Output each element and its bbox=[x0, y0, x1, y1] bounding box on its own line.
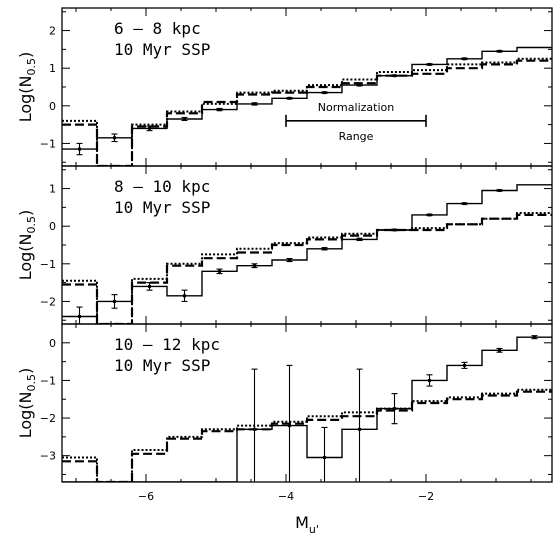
data-point bbox=[78, 314, 81, 318]
data-point bbox=[148, 126, 151, 130]
data-point bbox=[323, 247, 326, 251]
y-tick-label: 1 bbox=[49, 62, 56, 75]
y-tick-label: 0 bbox=[49, 220, 56, 233]
series-dashed bbox=[62, 213, 552, 324]
y-label-main: Log(N bbox=[16, 233, 35, 280]
data-point bbox=[358, 237, 361, 241]
data-point bbox=[183, 294, 186, 298]
panel-bottom: −3 −2 −1 0 10 – 12 kpc 10 Myr SSP Log(N0.5) −6 −… bbox=[16, 323, 553, 536]
y-label-close: ) bbox=[16, 210, 35, 216]
x-label-main: M bbox=[295, 513, 309, 532]
series-solid bbox=[62, 336, 552, 482]
panel-top: −1 0 1 2 6 – 8 kpc 10 Myr SSP Log(N0.5) Normali… bbox=[16, 7, 553, 167]
data-point bbox=[253, 264, 256, 268]
y-label-sub: 0.5 bbox=[25, 374, 38, 392]
y-tick-label: −2 bbox=[40, 295, 56, 308]
data-point bbox=[428, 378, 431, 382]
panel-label: 10 – 12 kpc bbox=[114, 335, 220, 354]
data-point bbox=[288, 96, 291, 100]
data-point bbox=[218, 108, 221, 112]
y-tick-label: −2 bbox=[40, 412, 56, 425]
data-point bbox=[393, 228, 396, 232]
data-point bbox=[358, 427, 361, 431]
y-label-close: ) bbox=[16, 368, 35, 374]
y-label-main: Log(N bbox=[16, 391, 35, 438]
y-label-sub: 0.5 bbox=[25, 216, 38, 234]
panel-label: 10 Myr SSP bbox=[114, 198, 210, 217]
series-group bbox=[62, 46, 552, 166]
data-point bbox=[253, 102, 256, 106]
y-label-sub: 0.5 bbox=[25, 58, 38, 76]
y-tick-label: −1 bbox=[40, 258, 56, 271]
series-group bbox=[62, 184, 552, 324]
data-point bbox=[428, 62, 431, 66]
panel-label: 10 Myr SSP bbox=[114, 40, 210, 59]
data-point bbox=[463, 363, 466, 367]
data-point bbox=[323, 456, 326, 460]
y-label-close: ) bbox=[16, 52, 35, 58]
y-tick-label: 1 bbox=[49, 183, 56, 196]
y-axis-label: Log(N0.5) bbox=[16, 52, 38, 123]
series-dotted bbox=[62, 57, 552, 166]
data-point bbox=[148, 284, 151, 288]
panel-middle: −2 −1 0 1 8 – 10 kpc 10 Myr SSP Log(N0.5) bbox=[16, 165, 553, 325]
panel-label: 8 – 10 kpc bbox=[114, 177, 210, 196]
data-point bbox=[498, 188, 501, 192]
series-dotted bbox=[62, 388, 552, 482]
series-dashed bbox=[62, 59, 552, 166]
normalization-label-bottom: Range bbox=[339, 130, 374, 143]
data-point bbox=[78, 147, 81, 151]
y-tick-label: −3 bbox=[40, 450, 56, 463]
x-tick-label: −2 bbox=[418, 490, 434, 503]
data-point bbox=[498, 348, 501, 352]
data-point bbox=[393, 407, 396, 411]
panel-label: 6 – 8 kpc bbox=[114, 19, 201, 38]
data-point bbox=[288, 424, 291, 428]
x-tick-label: −4 bbox=[278, 490, 294, 503]
normalization-label-top: Normalization bbox=[318, 101, 394, 114]
y-axis-label: Log(N0.5) bbox=[16, 368, 38, 439]
data-point bbox=[463, 202, 466, 206]
x-axis-label: Mu' bbox=[295, 513, 319, 536]
y-tick-label: −1 bbox=[40, 137, 56, 150]
y-axis-label: Log(N0.5) bbox=[16, 210, 38, 281]
data-point bbox=[253, 427, 256, 431]
data-point bbox=[463, 57, 466, 61]
data-point bbox=[393, 74, 396, 78]
x-label-sub: u' bbox=[309, 523, 319, 536]
y-tick-label: 0 bbox=[49, 100, 56, 113]
data-point bbox=[183, 117, 186, 121]
data-point bbox=[498, 49, 501, 53]
y-tick-label: 2 bbox=[49, 25, 56, 38]
panel-label: 10 Myr SSP bbox=[114, 356, 210, 375]
y-tick-label: 0 bbox=[49, 337, 56, 350]
data-point bbox=[533, 335, 536, 339]
data-point bbox=[288, 258, 291, 262]
series-dotted bbox=[62, 212, 552, 324]
data-point bbox=[358, 83, 361, 87]
data-point bbox=[218, 269, 221, 273]
y-label-main: Log(N bbox=[16, 75, 35, 122]
data-point bbox=[113, 136, 116, 140]
panel-frame bbox=[61, 323, 553, 483]
series-solid bbox=[62, 46, 552, 150]
data-point bbox=[113, 299, 116, 303]
data-point bbox=[323, 91, 326, 95]
x-tick-label: −6 bbox=[138, 490, 154, 503]
data-point bbox=[428, 213, 431, 217]
series-group bbox=[62, 335, 552, 482]
y-tick-label: −1 bbox=[40, 374, 56, 387]
